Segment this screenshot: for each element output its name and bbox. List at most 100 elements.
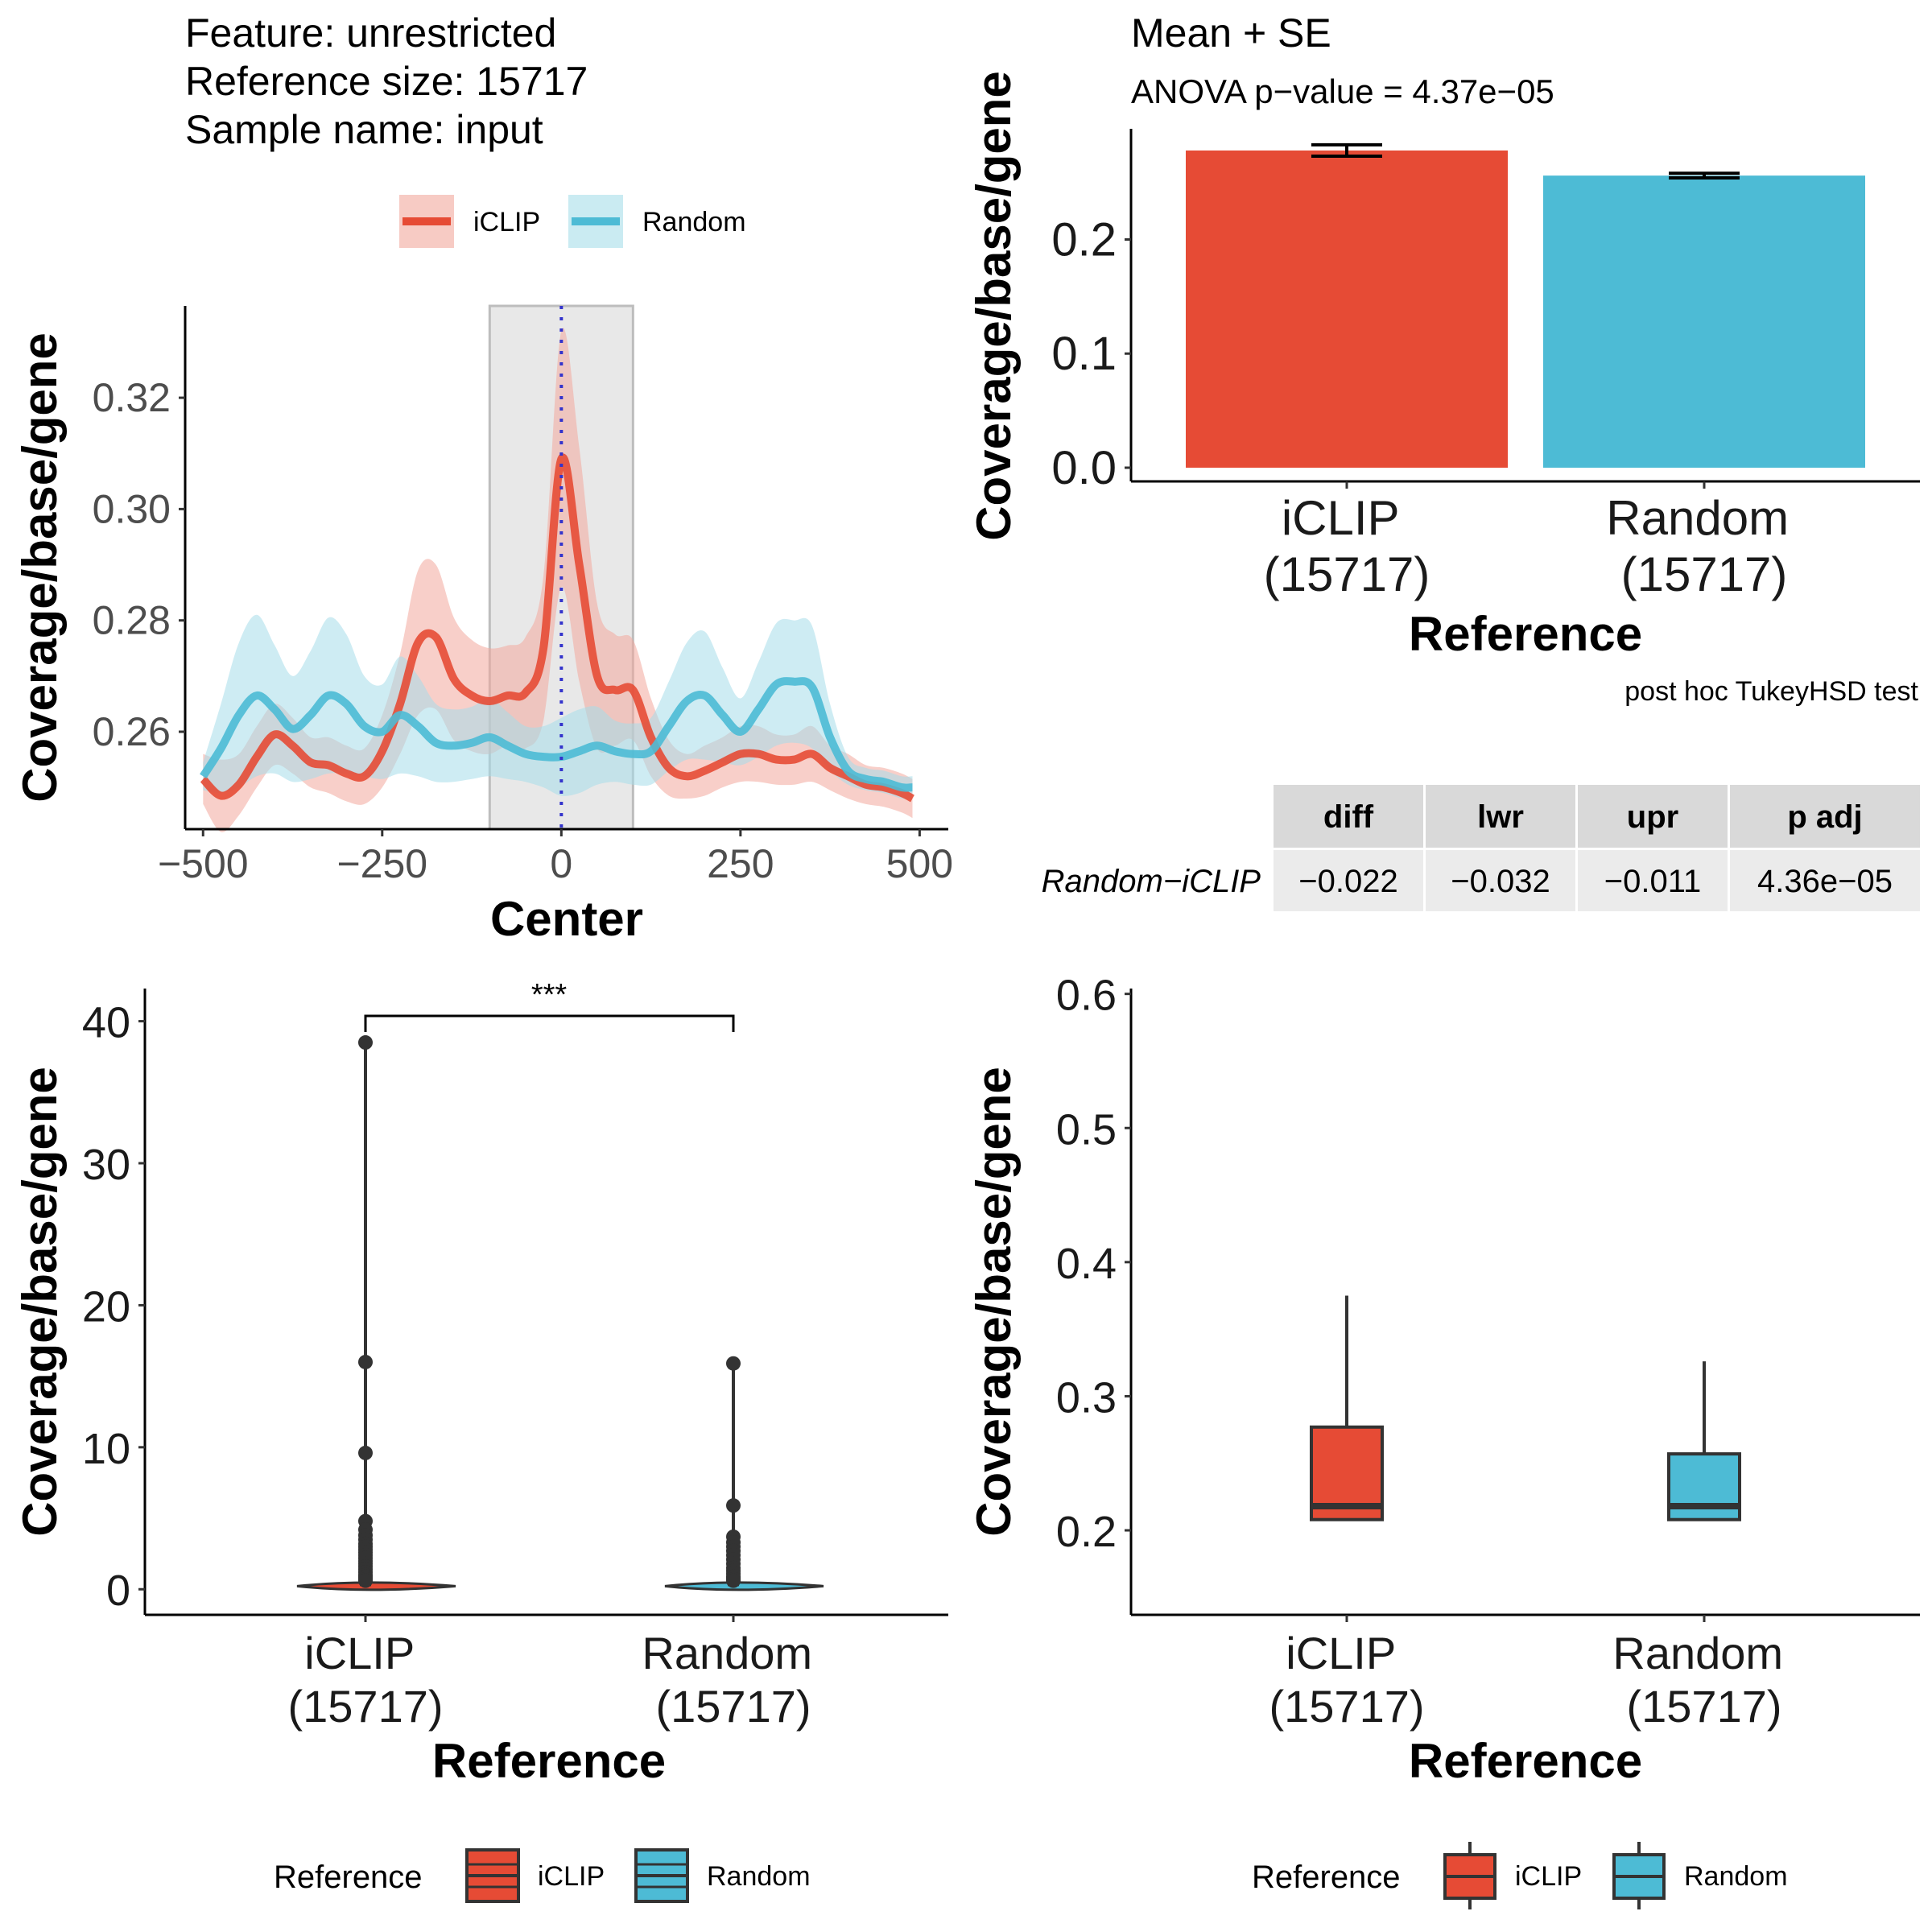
violin-category-iclip-line2: (15717) [287,1681,443,1732]
legend-label-iclip: iCLIP [473,207,540,237]
violin-ytick-label: 40 [82,999,130,1047]
bar-category-random-line1: Random [1606,491,1789,545]
violin-ytick-label: 0 [106,1567,130,1615]
bar-ytick-label: 0.1 [1051,328,1117,380]
tukey-col-lwr: lwr [1477,799,1524,835]
outlier-point [358,1035,373,1051]
violin-legend-label-random: Random [707,1861,811,1892]
bar-category-random: Random (15717) [1606,491,1802,601]
outlier-point [358,1573,373,1588]
box-legend: Reference iCLIP Random [1252,1842,1788,1909]
box-legend-label-iclip: iCLIP [1515,1861,1582,1892]
box-x-axis-label: Reference [1409,1734,1642,1788]
outlier-point [726,1356,741,1371]
violin-plot-area [296,1035,824,1591]
violin-body-iclip [296,1581,456,1591]
box-category-random: Random (15717) [1612,1628,1795,1732]
bar-panel-title: Mean + SE [1131,10,1331,56]
box-legend-label-random: Random [1684,1861,1788,1892]
bar-ticks: 0.0 0.1 0.2 [1051,213,1706,494]
violin-panel: 0 10 20 30 40 *** iCLIP (15717) Random (1571… [13,978,948,1903]
bar-panel-subtitle: ANOVA p−value = 4.37e−05 [1131,72,1554,110]
box-ytick-label: 0.4 [1056,1240,1117,1288]
profile-panel: Feature: unrestricted Reference size: 15… [13,10,953,946]
violin-legend: Reference iCLIP Random [274,1848,811,1903]
violin-ytick-label: 10 [82,1425,130,1473]
outlier-point [358,1354,373,1369]
tukey-col-upr: upr [1627,799,1678,835]
profile-xtick-label: −500 [158,841,249,886]
violin-legend-label-iclip: iCLIP [538,1861,605,1892]
profile-plot-area [200,328,914,832]
profile-ytick-label: 0.30 [93,486,171,531]
header-reference-size: Reference size: 15717 [185,59,588,104]
tukey-val-upr: −0.011 [1604,864,1702,899]
profile-xtick-label: 500 [886,841,953,886]
box-category-random-line2: (15717) [1626,1681,1781,1732]
violin-category-iclip-line1: iCLIP [304,1628,414,1678]
profile-x-axis-label: Center [490,892,643,946]
tukey-val-padj: 4.36e−05 [1757,864,1893,899]
box-y-axis-label: Coverage/base/gene [967,1067,1021,1537]
tukey-header-padj [1730,785,1920,848]
box-ytick-label: 0.2 [1056,1508,1117,1556]
profile-xtick-label: 0 [550,841,572,886]
violin-y-axis-label: Coverage/base/gene [13,1067,67,1537]
violin-x-axis-label: Reference [432,1734,666,1788]
bar-random [1543,175,1865,468]
header-feature: Feature: unrestricted [185,10,556,56]
tukey-row-label: Random−iCLIP [1042,864,1261,899]
tukey-cell-padj [1730,850,1920,911]
profile-xtick-label: −250 [336,841,427,886]
bar-category-iclip: iCLIP (15717) [1264,491,1430,601]
tukey-table: post hoc TukeyHSD test diff lwr upr p ad… [1042,676,1920,911]
tukey-header-lwr [1426,785,1575,848]
box-category-iclip-line1: iCLIP [1286,1628,1395,1678]
significance-stars: *** [531,978,568,1012]
tukey-col-diff: diff [1323,799,1374,835]
profile-ytick-label: 0.26 [93,709,171,754]
tukey-header-diff [1274,785,1423,848]
ribbon-iclip [203,328,913,832]
violin-legend-title: Reference [274,1860,423,1895]
violin-category-random-line1: Random [642,1628,812,1678]
series-line-iclip [200,453,914,803]
bar-x-axis-label: Reference [1409,607,1642,661]
outlier-point [726,1498,741,1513]
box-random [1667,1452,1741,1521]
profile-legend: iCLIP Random [399,195,746,248]
outlier-point [358,1445,373,1460]
tukey-col-padj: p adj [1787,799,1862,835]
bar-panel: Mean + SE ANOVA p−value = 4.37e−05 0.00.… [967,10,1920,661]
box-ytick-label: 0.5 [1056,1105,1117,1154]
bar-iclip [1186,150,1508,468]
tukey-caption: post hoc TukeyHSD test [1624,676,1918,707]
tukey-val-lwr: −0.032 [1451,864,1550,899]
tukey-header-upr [1578,785,1728,848]
box-ticks: 0.2 0.3 0.4 0.5 0.6 [1056,972,1706,1622]
profile-y-axis-label: Coverage/base/gene [13,332,67,803]
profile-ticks: 0.26 0.28 0.30 0.32 −500 −250 0 250 500 [93,375,953,886]
violin-ytick-label: 20 [82,1282,130,1331]
bar-category-iclip-line1: iCLIP [1282,491,1399,545]
profile-ytick-label: 0.32 [93,375,171,420]
box-legend-title: Reference [1252,1860,1401,1895]
bar-plot-area [1186,142,1865,468]
tukey-val-diff: −0.022 [1298,864,1397,899]
violin-body-random [664,1581,824,1591]
box-ytick-label: 0.3 [1056,1373,1117,1422]
violin-category-random: Random (15717) [642,1628,824,1732]
tukey-cell-lwr [1426,850,1575,911]
bar-ytick-label: 0.2 [1051,213,1117,266]
bar-y-axis-label: Coverage/base/gene [967,71,1021,541]
significance-bracket [364,1014,735,1032]
bar-category-random-line2: (15717) [1621,547,1788,601]
violin-category-random-line2: (15717) [655,1681,811,1732]
violin-category-iclip: iCLIP (15717) [287,1628,443,1732]
violin-ticks: 0 10 20 30 40 [82,999,735,1622]
bar-category-iclip-line2: (15717) [1264,547,1430,601]
box-ytick-label: 0.6 [1056,972,1117,1020]
outlier-point [726,1573,741,1588]
violin-ytick-label: 30 [82,1141,130,1189]
legend-label-random: Random [642,207,746,237]
